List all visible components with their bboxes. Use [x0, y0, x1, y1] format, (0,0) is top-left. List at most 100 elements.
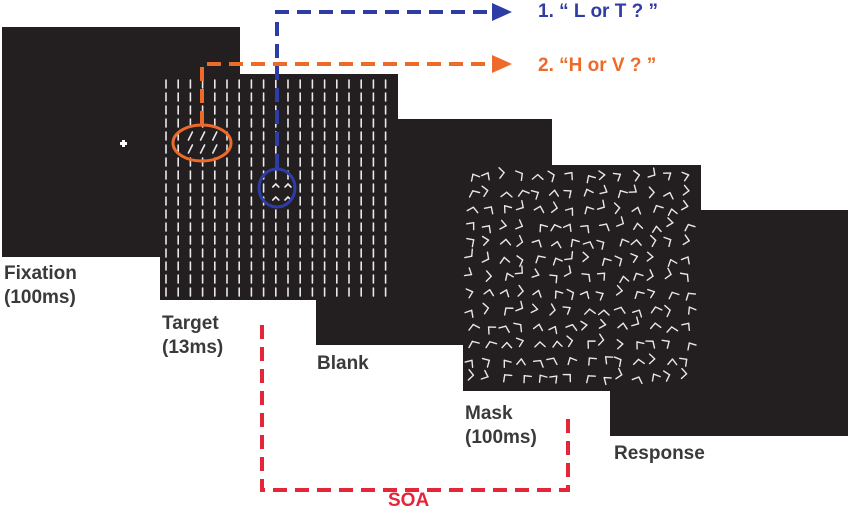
mask-stroke — [632, 377, 639, 379]
mask-stroke — [665, 274, 671, 278]
mask-stroke — [617, 224, 624, 227]
mask-stroke — [589, 358, 590, 365]
mask-stroke — [614, 307, 621, 309]
mask-stroke — [604, 310, 609, 315]
mask-stroke — [516, 308, 523, 311]
mask-stroke — [667, 310, 670, 316]
mask-stroke — [664, 371, 670, 375]
mask-stroke — [584, 189, 586, 196]
mask-stroke — [534, 324, 540, 328]
fixation-label: Fixation (100ms) — [4, 262, 77, 310]
target-bar — [213, 132, 217, 140]
mask-stroke — [535, 269, 539, 275]
mask-stroke — [600, 175, 605, 180]
mask-stroke — [668, 268, 671, 274]
mask-stroke — [604, 378, 606, 385]
mask-stroke — [600, 224, 607, 225]
target-bar — [188, 132, 192, 140]
mask-stroke — [670, 193, 673, 199]
mask-stroke — [555, 327, 556, 334]
target-label-name: Target — [162, 312, 223, 336]
mask-stroke — [550, 275, 557, 276]
mask-stroke — [601, 320, 606, 325]
mask-stroke — [472, 240, 473, 247]
mask-stroke — [667, 341, 669, 348]
mask-stroke — [600, 334, 604, 340]
mask-stroke — [652, 374, 653, 381]
mask-stroke — [541, 225, 548, 227]
mask-stroke — [472, 360, 473, 367]
mask-stroke — [688, 257, 689, 264]
mask-stroke — [564, 224, 570, 227]
mask-stroke — [615, 203, 620, 208]
mask-stroke — [516, 226, 523, 228]
mask-stroke — [485, 308, 489, 314]
mask-stroke — [650, 192, 655, 197]
mask-stroke — [685, 185, 689, 190]
mask-stroke — [615, 208, 619, 214]
mask-stroke — [515, 273, 522, 274]
mask-stroke — [501, 192, 507, 196]
mask-stroke — [500, 290, 506, 294]
mask-stroke — [571, 240, 572, 247]
mask-stroke — [566, 325, 573, 327]
mask-stroke — [483, 303, 488, 308]
mask-stroke — [618, 344, 623, 349]
mask-stroke — [585, 207, 587, 214]
mask-stroke — [682, 206, 688, 209]
mask-stroke — [521, 325, 522, 332]
question-1-label: 1. “ L or T ? ” — [538, 1, 658, 23]
mask-stroke — [589, 358, 596, 359]
mask-stroke — [596, 292, 603, 294]
mask-stroke — [588, 226, 589, 233]
mask-stroke — [620, 259, 622, 266]
mask-label-name: Mask — [465, 402, 537, 426]
mask-stroke — [556, 376, 557, 383]
mask-stroke — [472, 249, 473, 256]
mask-stroke — [572, 293, 574, 300]
mask-stroke — [652, 240, 655, 246]
mask-label: Mask (100ms) — [465, 402, 537, 450]
mask-stroke — [686, 359, 687, 366]
mask-stroke — [487, 252, 488, 259]
mask-stroke — [549, 327, 555, 330]
mask-stroke — [569, 191, 571, 198]
mask-stroke — [651, 323, 656, 328]
mask-stroke — [600, 294, 603, 300]
mask-stroke — [550, 310, 555, 315]
mask-stroke — [567, 289, 573, 292]
mask-stroke — [490, 342, 497, 344]
mask-stroke — [685, 225, 688, 231]
mask-stroke — [587, 207, 594, 209]
mask-stroke — [648, 290, 655, 292]
mask-stroke — [681, 257, 688, 260]
mask-stroke — [501, 239, 506, 244]
question-2-label: 2. “H or V ? ” — [538, 55, 656, 77]
mask-stroke — [469, 268, 471, 275]
mask-stroke — [539, 290, 541, 297]
soa-label: SOA — [388, 490, 429, 512]
mask-stroke — [557, 242, 560, 248]
mask-stroke — [531, 191, 538, 193]
mask-stroke — [582, 274, 589, 275]
mask-stroke — [500, 257, 504, 263]
mask-stroke — [650, 354, 655, 359]
target-bar — [276, 197, 279, 200]
mask-stroke — [589, 275, 590, 282]
mask-stroke — [504, 360, 511, 362]
mask-stroke — [636, 273, 643, 275]
mask-stroke — [504, 257, 509, 262]
mask-stroke — [550, 376, 557, 377]
mask-stroke — [556, 258, 562, 261]
mask-stroke — [500, 173, 504, 179]
mask-stroke — [684, 201, 688, 207]
mask-stroke — [583, 257, 588, 261]
mask-stroke — [671, 260, 677, 264]
mask-stroke — [688, 343, 689, 350]
mask-stroke — [667, 223, 673, 227]
mask-stroke — [505, 375, 512, 376]
mask-stroke — [622, 239, 628, 242]
mask-stroke — [681, 374, 686, 379]
mask-stroke — [552, 304, 555, 310]
